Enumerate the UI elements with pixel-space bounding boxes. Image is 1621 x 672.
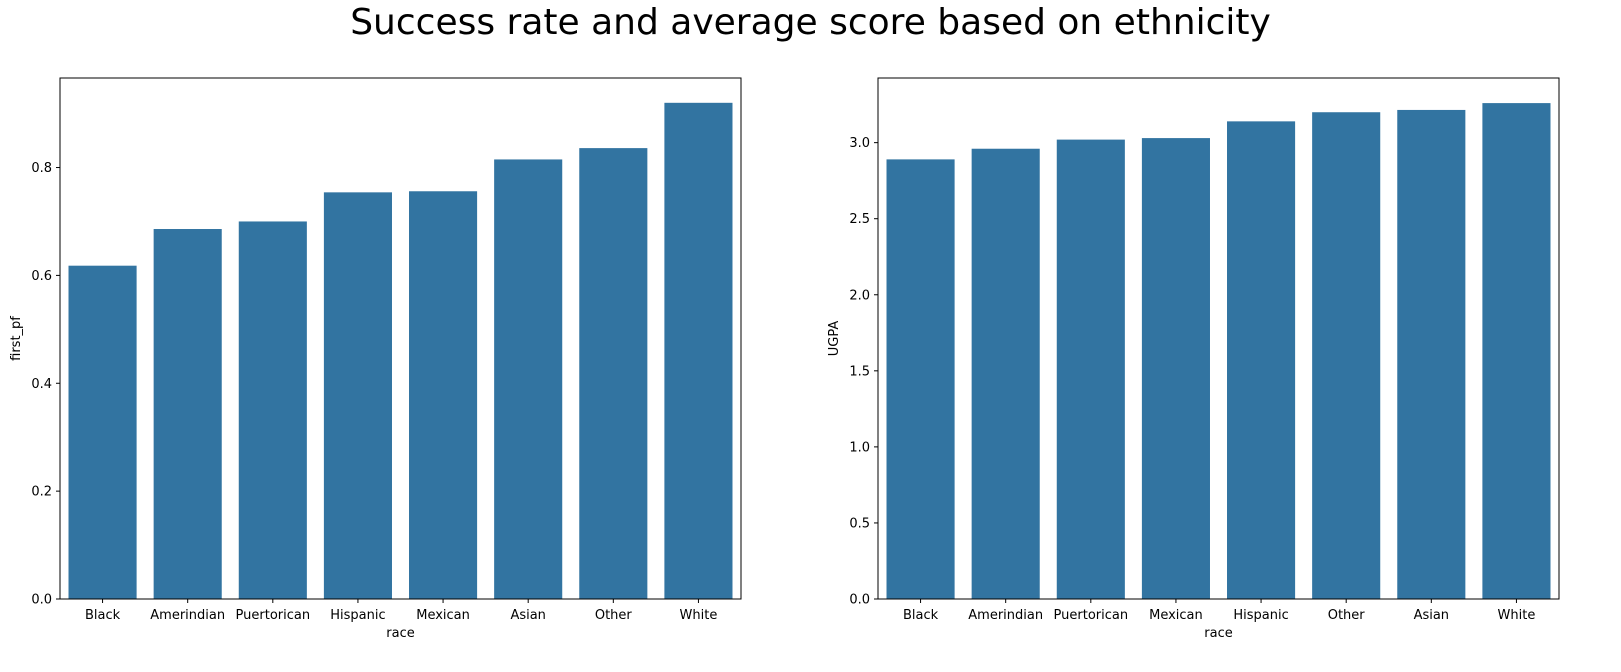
x-tick-label: Amerindian [968,608,1043,623]
x-tick-label: Other [1328,608,1366,623]
x-tick-label: Asian [1414,608,1449,623]
y-tick-label: 0.4 [31,377,52,392]
bar-other [579,148,648,600]
bar-hispanic [323,192,392,599]
figure-title: Success rate and average score based on … [350,2,1271,43]
x-tick-label: Other [595,608,633,623]
y-tick-label: 0.0 [31,593,52,608]
bar-other [1312,112,1381,599]
x-tick-label: Mexican [1149,608,1203,623]
chart-right-ugpa: Black Amerindian Puertorican Mexican Hispani… [827,77,1560,641]
bar-amerindian [153,229,222,599]
y-tick-label: 1.5 [849,364,870,379]
x-tick-label: Black [903,608,939,623]
y-tick-label: 0.2 [31,485,52,500]
bar-asian [1397,109,1466,599]
y-axis-label: UGPA [827,321,842,357]
bar-mexican [1141,138,1210,599]
bar-hispanic [1227,121,1296,599]
y-tick-label: 0.8 [31,161,52,176]
x-tick-label: Hispanic [330,608,385,623]
y-tick-label: 0.6 [31,269,52,284]
bar-asian [494,159,563,599]
x-tick-label: Mexican [416,608,470,623]
y-tick-label: 0.5 [849,516,870,531]
x-tick-label: Amerindian [150,608,225,623]
y-tick-label: 1.0 [849,440,870,455]
bar-white [664,102,733,599]
x-tick-label: Puertorican [236,608,311,623]
x-tick-label: Hispanic [1233,608,1288,623]
y-tick-label: 2.5 [849,212,870,227]
x-tick-label: Asian [510,608,545,623]
bar-black [886,159,955,599]
bar-amerindian [971,148,1040,600]
y-tick-label: 3.0 [849,136,870,151]
bar-mexican [409,191,478,599]
y-axis-label: first_pf [9,316,24,361]
y-tick-label: 2.0 [849,288,870,303]
bar-white [1482,103,1551,599]
bar-puertorican [238,221,307,599]
x-tick-label: White [680,608,718,623]
bar-black [68,265,137,599]
plot-frame [877,77,1560,600]
x-tick-label: Black [85,608,121,623]
bar-puertorican [1056,139,1125,600]
chart-left-first-pf: Black Amerindian Puertorican Hispanic Mexica… [9,77,742,641]
y-tick-label: 0.0 [849,593,870,608]
x-axis-label: race [1204,626,1232,641]
plot-frame [59,77,742,600]
x-axis-label: race [386,626,414,641]
x-tick-label: Puertorican [1054,608,1129,623]
x-tick-label: White [1498,608,1536,623]
